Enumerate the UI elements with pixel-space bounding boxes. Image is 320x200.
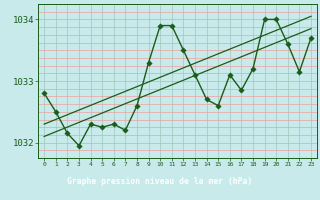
Text: Graphe pression niveau de la mer (hPa): Graphe pression niveau de la mer (hPa) — [68, 177, 252, 186]
